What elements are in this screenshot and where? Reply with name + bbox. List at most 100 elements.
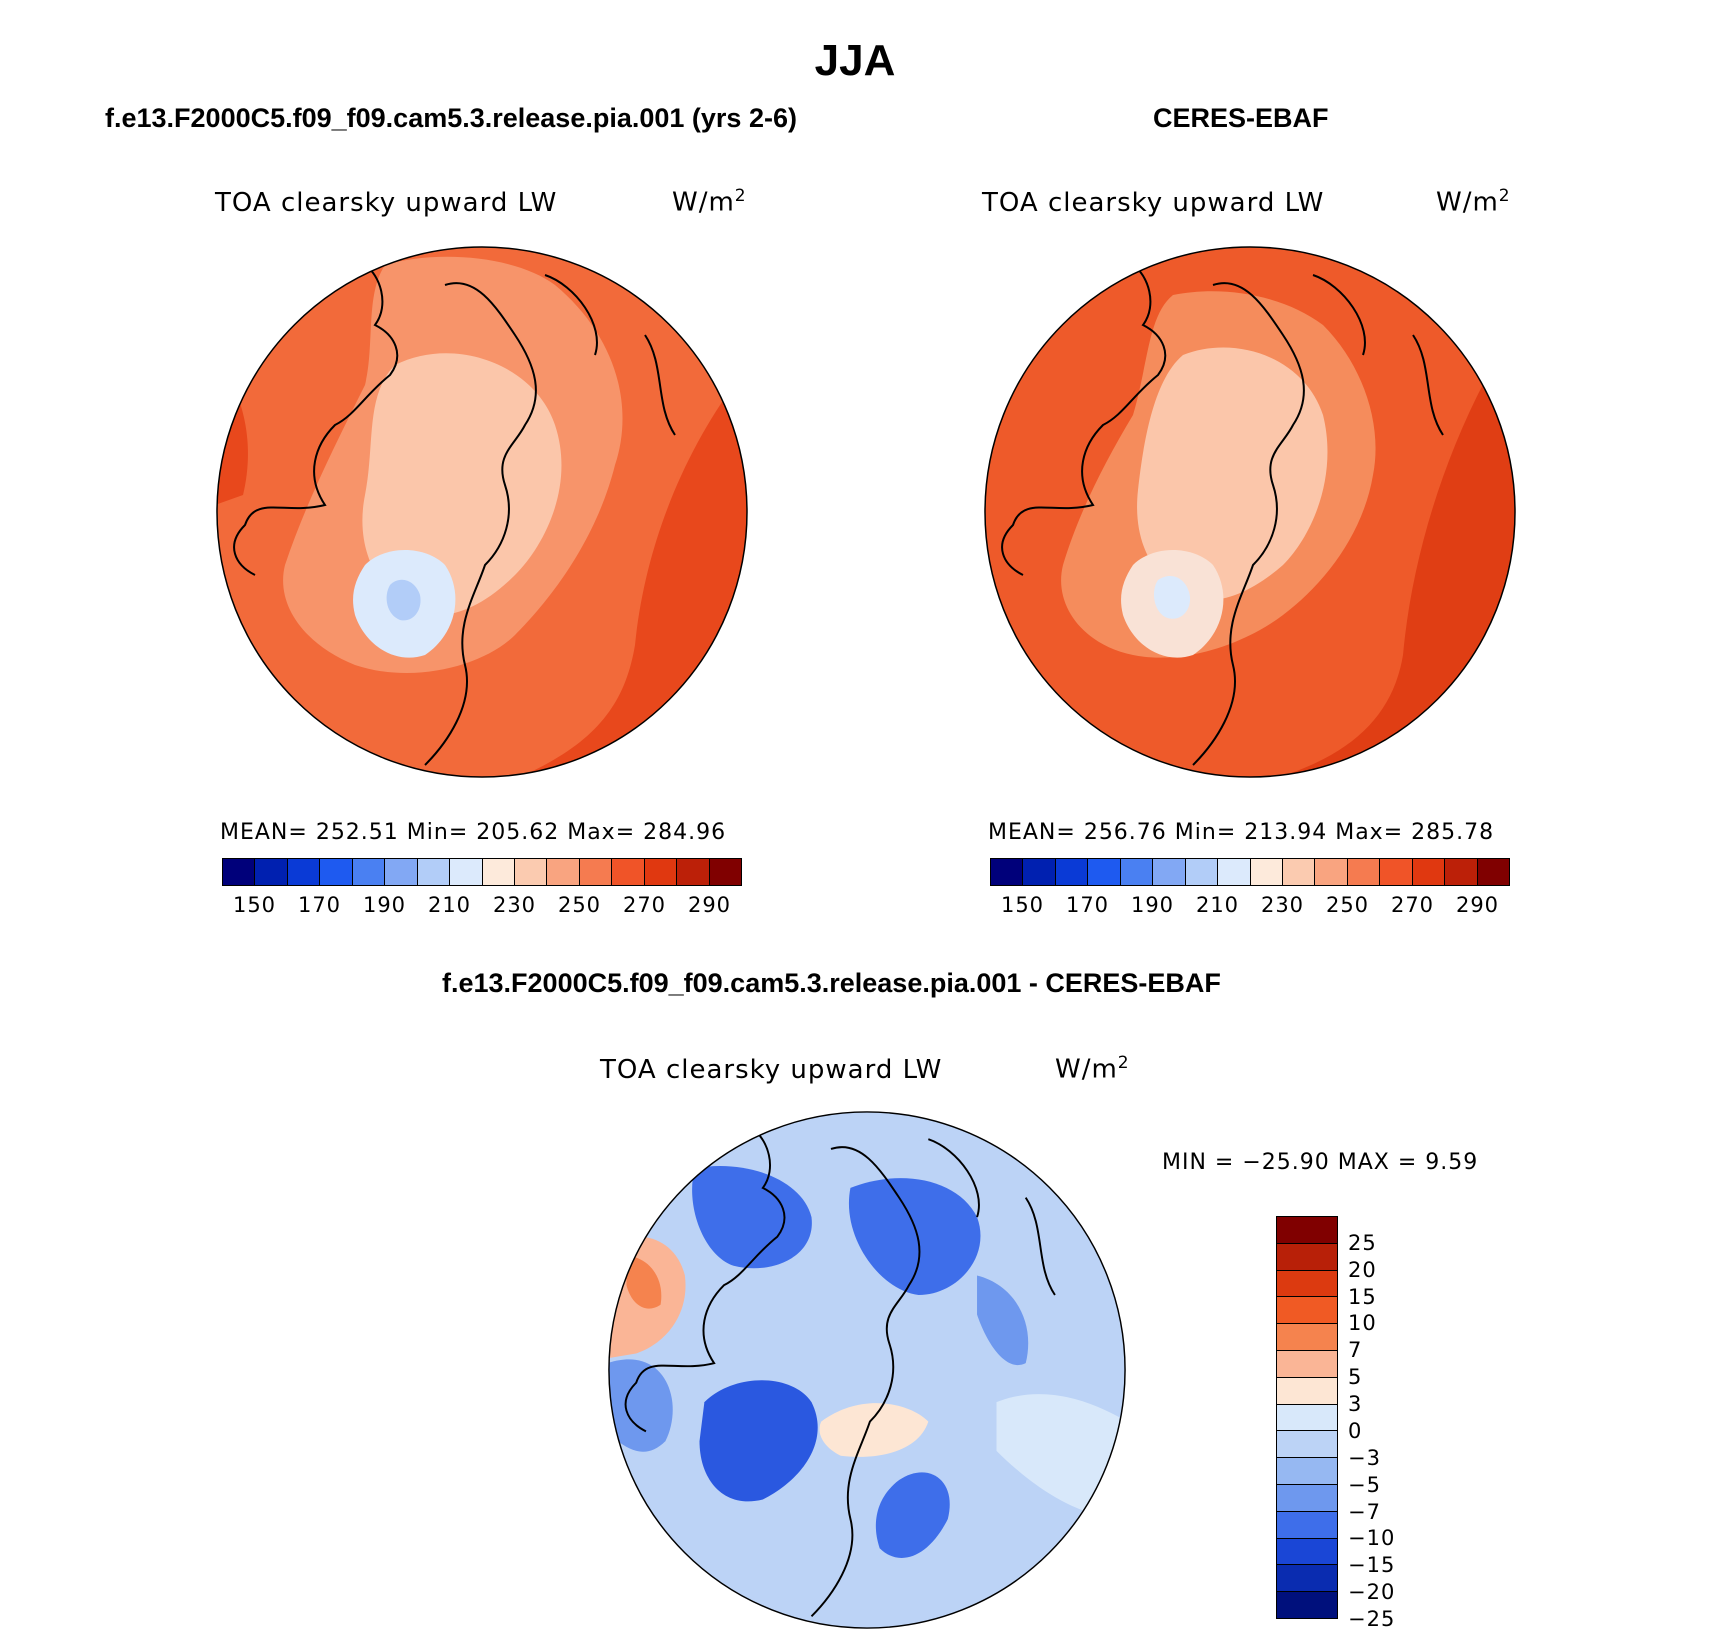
model-warm-region-west bbox=[217, 355, 248, 505]
colorbar-cell bbox=[255, 859, 288, 885]
colorbar-cell bbox=[1055, 859, 1089, 885]
colorbar-cell bbox=[1250, 859, 1283, 885]
colorbar-cell bbox=[547, 859, 580, 885]
colorbar-cell bbox=[1153, 859, 1186, 885]
colorbar-cell bbox=[1445, 859, 1478, 885]
colorbar-cell bbox=[1277, 1458, 1337, 1485]
colorbar-cell bbox=[287, 859, 321, 885]
colorbar-tick-label: −25 bbox=[1348, 1607, 1396, 1631]
diff-variable-label: TOA clearsky upward LW bbox=[600, 1055, 943, 1085]
colorbar-tick-label: 250 bbox=[557, 893, 602, 917]
colorbar-tick-label: 150 bbox=[1000, 893, 1045, 917]
diff-negative-east bbox=[977, 1275, 1029, 1366]
colorbar-cell bbox=[320, 859, 353, 885]
model-colorbar-ticks: 150 170 190 210 230 250 270 290 bbox=[222, 893, 742, 923]
colorbar-tick-label: 7 bbox=[1348, 1338, 1363, 1363]
obs-colorbar bbox=[990, 858, 1510, 886]
colorbar-tick-label: 5 bbox=[1348, 1365, 1363, 1390]
colorbar-cell bbox=[385, 859, 418, 885]
diff-stats: MIN = −25.90 MAX = 9.59 bbox=[1162, 1150, 1479, 1175]
diff-coastlines bbox=[624, 1128, 1056, 1618]
colorbar-tick-label: −10 bbox=[1348, 1526, 1396, 1551]
diff-positive-center bbox=[819, 1403, 929, 1457]
colorbar-cell bbox=[1277, 1431, 1337, 1459]
colorbar-tick-label: 15 bbox=[1348, 1284, 1377, 1309]
colorbar-cell bbox=[1282, 859, 1316, 885]
diff-map-border bbox=[608, 1111, 1126, 1629]
obs-cool-region-inner bbox=[1137, 347, 1328, 601]
colorbar-cell bbox=[514, 859, 548, 885]
colorbar-tick-label: −3 bbox=[1348, 1445, 1381, 1470]
colorbar-tick-label: 250 bbox=[1325, 893, 1370, 917]
model-greenland-core bbox=[386, 579, 421, 621]
colorbar-cell bbox=[482, 859, 515, 885]
model-coastlines bbox=[233, 264, 676, 766]
colorbar-cell bbox=[612, 859, 645, 885]
diff-panel-title: f.e13.F2000C5.f09_f09.cam5.3.release.pia… bbox=[442, 968, 1221, 998]
diff-polar-map bbox=[608, 1111, 1126, 1629]
model-polar-map bbox=[216, 246, 748, 778]
colorbar-cell bbox=[1277, 1565, 1337, 1593]
colorbar-tick-label: 170 bbox=[1065, 893, 1110, 917]
obs-warm-region-east bbox=[1273, 325, 1515, 777]
colorbar-tick-label: 210 bbox=[1195, 893, 1240, 917]
colorbar-cell bbox=[1277, 1404, 1337, 1432]
colorbar-tick-label: 290 bbox=[687, 893, 732, 917]
obs-variable-label: TOA clearsky upward LW bbox=[982, 188, 1325, 218]
diff-negative-north-west bbox=[692, 1165, 812, 1269]
colorbar-tick-label: 170 bbox=[297, 893, 342, 917]
colorbar-tick-label: 3 bbox=[1348, 1392, 1363, 1417]
colorbar-tick-label: 190 bbox=[1130, 893, 1175, 917]
diff-negative-west-2 bbox=[608, 1359, 673, 1452]
colorbar-cell bbox=[1088, 859, 1121, 885]
colorbar-tick-label: 0 bbox=[1348, 1418, 1363, 1443]
obs-map-border bbox=[984, 246, 1516, 778]
diff-colorbar-ticks: 25 20 15 10 7 5 3 0 −3 −5 −7 −10 −15 −20 −25 bbox=[1348, 1216, 1428, 1631]
colorbar-tick-label: 25 bbox=[1348, 1230, 1377, 1255]
obs-greenland-core bbox=[1153, 576, 1191, 619]
colorbar-cell bbox=[450, 859, 483, 885]
colorbar-tick-label: −5 bbox=[1348, 1472, 1381, 1497]
colorbar-cell bbox=[1277, 1377, 1337, 1405]
colorbar-cell bbox=[1023, 859, 1056, 885]
colorbar-tick-label: 290 bbox=[1455, 893, 1500, 917]
colorbar-tick-label: −20 bbox=[1348, 1580, 1396, 1605]
colorbar-cell bbox=[1380, 859, 1413, 885]
colorbar-cell bbox=[223, 859, 256, 885]
diff-negative-greenland bbox=[699, 1380, 818, 1502]
colorbar-cell bbox=[1277, 1511, 1337, 1539]
colorbar-cell bbox=[1277, 1297, 1337, 1325]
model-colorbar bbox=[222, 858, 742, 886]
colorbar-cell bbox=[579, 859, 613, 885]
colorbar-cell bbox=[1218, 859, 1251, 885]
obs-polar-map bbox=[984, 246, 1516, 778]
obs-stats: MEAN= 256.76 Min= 213.94 Max= 285.78 bbox=[988, 820, 1495, 845]
obs-coastlines bbox=[1001, 264, 1444, 766]
diff-units-label: W/m2 bbox=[1055, 1053, 1130, 1085]
colorbar-cell bbox=[1277, 1592, 1337, 1618]
colorbar-tick-label: 190 bbox=[362, 893, 407, 917]
colorbar-cell bbox=[1347, 859, 1381, 885]
colorbar-cell bbox=[1277, 1350, 1337, 1378]
colorbar-cell bbox=[1412, 859, 1446, 885]
colorbar-tick-label: 20 bbox=[1348, 1257, 1377, 1282]
diff-negative-south bbox=[875, 1472, 950, 1558]
colorbar-tick-label: 270 bbox=[622, 893, 667, 917]
diff-positive-west-core bbox=[626, 1256, 662, 1309]
colorbar-tick-label: −7 bbox=[1348, 1499, 1381, 1524]
model-map-border bbox=[216, 246, 748, 778]
obs-colorbar-ticks: 150 170 190 210 230 250 270 290 bbox=[990, 893, 1510, 923]
colorbar-cell bbox=[1315, 859, 1348, 885]
diff-colorbar bbox=[1276, 1216, 1338, 1619]
colorbar-cell bbox=[1277, 1217, 1337, 1244]
colorbar-cell bbox=[1120, 859, 1154, 885]
colorbar-tick-label: 230 bbox=[1260, 893, 1305, 917]
colorbar-tick-label: 230 bbox=[492, 893, 537, 917]
colorbar-cell bbox=[1277, 1324, 1337, 1351]
diff-near-zero-east bbox=[996, 1394, 1126, 1519]
colorbar-cell bbox=[1277, 1538, 1337, 1566]
model-panel-title: f.e13.F2000C5.f09_f09.cam5.3.release.pia… bbox=[105, 103, 797, 133]
colorbar-tick-label: 10 bbox=[1348, 1311, 1377, 1336]
obs-panel-title: CERES-EBAF bbox=[1153, 103, 1329, 133]
model-cool-region-inner bbox=[362, 353, 562, 615]
